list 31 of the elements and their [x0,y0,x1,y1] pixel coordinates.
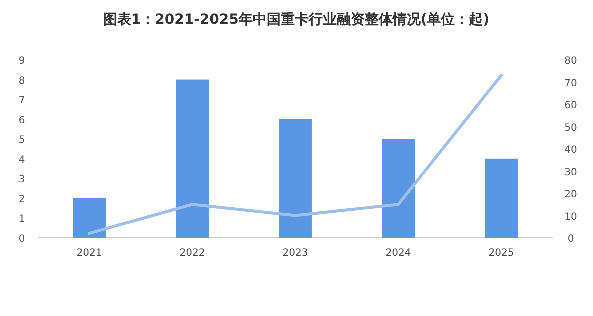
y-tick-label: 5 [18,135,26,146]
y-tick-label: 4 [18,154,26,166]
x-tick-label: 2021 [76,248,102,259]
y2-tick-label: 50 [564,122,578,134]
y2-tick-label: 30 [564,167,578,178]
x-tick-label: 2022 [180,248,206,259]
bar [176,80,209,238]
y2-tick-label: 20 [564,190,578,200]
bar [73,198,106,238]
y-tick-label: 8 [18,76,26,87]
y2-tick-label: 40 [564,145,578,156]
x-tick-label: 2023 [282,248,308,259]
y-tick-label: 9 [18,56,26,67]
y2-tick-label: 0 [568,234,574,245]
y-tick-label: 6 [18,115,26,126]
line-series [88,74,503,236]
x-tick-label: 2025 [488,248,514,259]
y2-tick-label: 70 [564,78,578,90]
chart-title: 图表1：2021-2025年中国重卡行业融资整体情况(单位：起) [103,12,490,28]
x-tick-label: 2024 [386,248,412,259]
y-tick-label: 2 [18,194,26,206]
y2-tick-label: 60 [564,100,578,112]
bar [382,139,415,238]
y-tick-label: 1 [18,214,26,226]
y-tick-label: 0 [18,234,26,245]
y-tick-label: 3 [18,174,26,186]
bar [279,119,312,238]
bar [485,158,518,238]
y2-tick-label: 80 [564,56,578,67]
y-tick-label: 7 [18,96,26,107]
y2-tick-label: 10 [564,212,578,223]
